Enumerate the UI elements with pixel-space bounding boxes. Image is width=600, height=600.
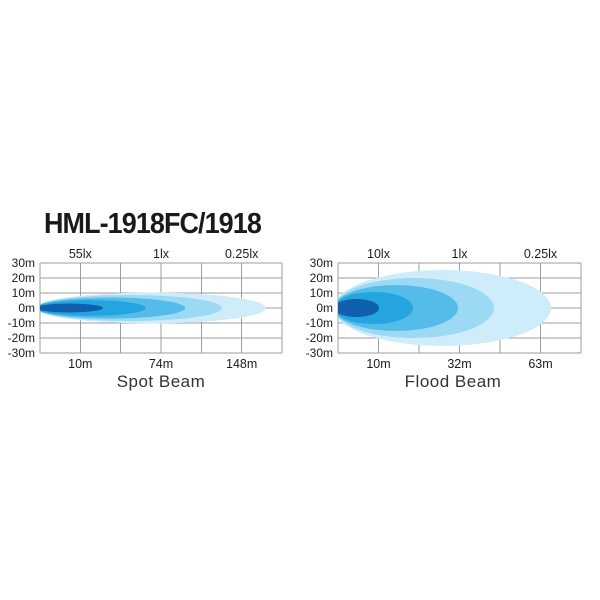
y-axis-label: 0m	[316, 301, 333, 315]
spot-beam-contours	[40, 292, 266, 324]
y-axis-label: -30m	[306, 346, 333, 360]
top-axis-lux-label: 55lx	[69, 247, 93, 261]
top-axis-lux-label: 10lx	[367, 247, 391, 261]
bottom-axis-distance-label: 63m	[528, 357, 552, 371]
flood-beam-contours	[338, 270, 552, 346]
bottom-axis-distance-label: 74m	[149, 357, 173, 371]
top-axis-lux-label: 1lx	[153, 247, 170, 261]
y-axis-label: 30m	[12, 256, 35, 270]
y-axis-label: 30m	[310, 256, 333, 270]
y-axis-label: -20m	[8, 331, 35, 345]
y-axis-label: -10m	[306, 316, 333, 330]
bottom-axis-distance-label: 148m	[226, 357, 257, 371]
y-axis-label: -20m	[306, 331, 333, 345]
y-axis-label: 20m	[12, 271, 35, 285]
top-axis-lux-label: 0.25lx	[225, 247, 259, 261]
bottom-axis-distance-label: 10m	[68, 357, 92, 371]
top-axis-lux-label: 1lx	[452, 247, 469, 261]
y-axis-label: -10m	[8, 316, 35, 330]
y-axis-label: 10m	[310, 286, 333, 300]
product-title: HML-1918FC/1918	[44, 208, 262, 240]
beam-contour-ellipse	[40, 303, 103, 313]
y-axis-label: 10m	[12, 286, 35, 300]
y-axis-label: 20m	[310, 271, 333, 285]
bottom-axis-distance-label: 10m	[366, 357, 390, 371]
y-axis-label: -30m	[8, 346, 35, 360]
top-axis-lux-label: 0.25lx	[524, 247, 558, 261]
spot-beam-chart-title: Spot Beam	[116, 372, 206, 391]
flood-beam-chart-title: Flood Beam	[404, 372, 502, 391]
beam-contour-ellipse	[338, 299, 380, 317]
y-axis-label: 0m	[18, 301, 35, 315]
bottom-axis-distance-label: 32m	[447, 357, 471, 371]
